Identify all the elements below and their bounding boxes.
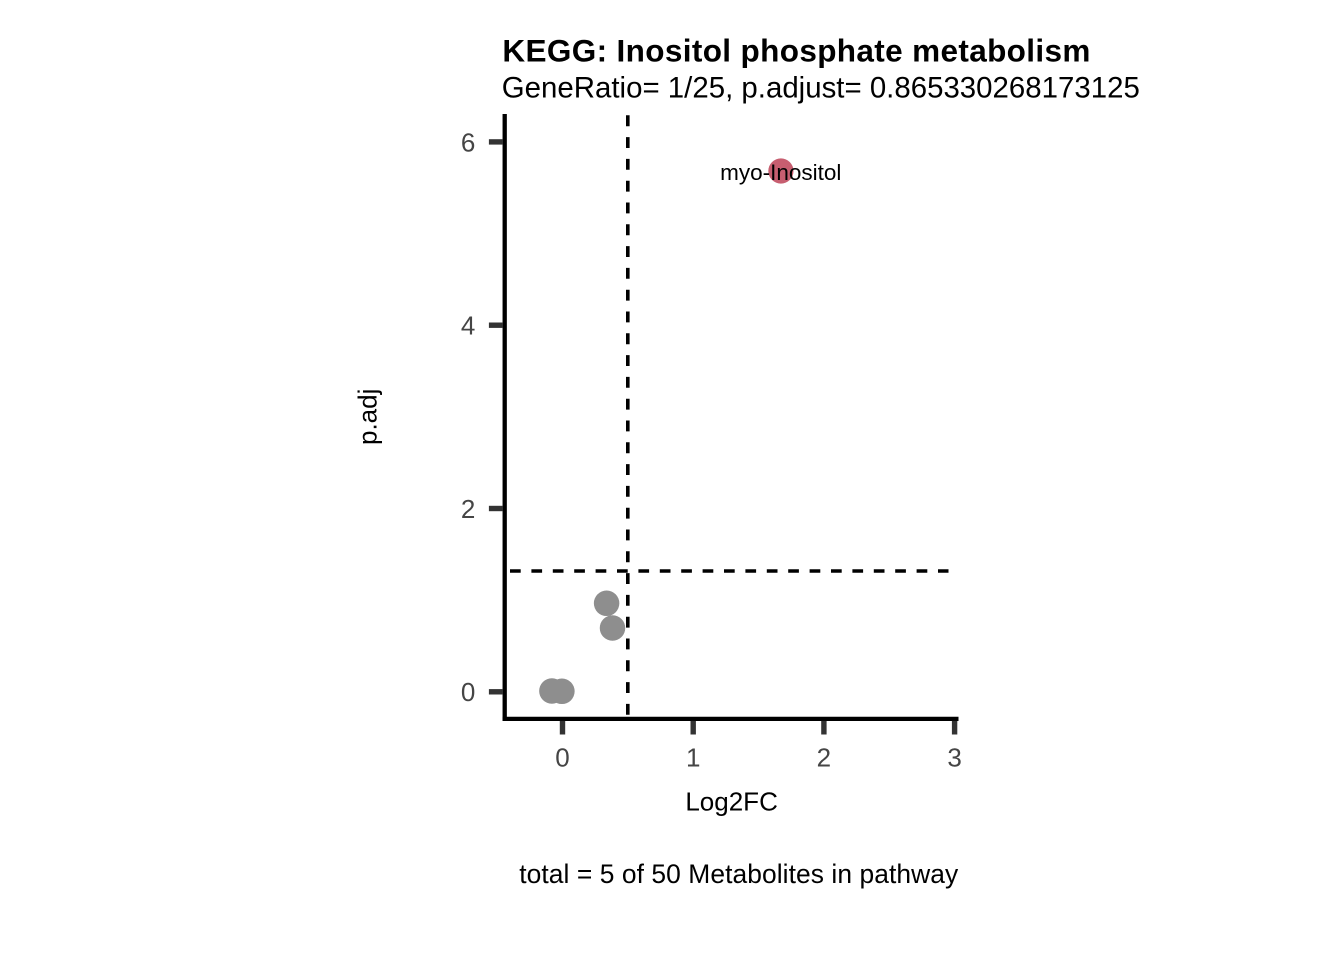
svg-text:KEGG: Inositol phosphate metab: KEGG: Inositol phosphate metabolism [502, 33, 1090, 69]
svg-text:myo-Inositol: myo-Inositol [720, 160, 841, 185]
svg-text:6: 6 [461, 127, 475, 157]
svg-text:1: 1 [686, 742, 700, 772]
svg-text:0: 0 [461, 677, 475, 707]
svg-text:0: 0 [555, 742, 569, 772]
svg-text:GeneRatio= 1/25, p.adjust= 0.8: GeneRatio= 1/25, p.adjust= 0.86533026817… [502, 71, 1140, 104]
svg-text:2: 2 [461, 494, 475, 524]
svg-text:2: 2 [817, 742, 831, 772]
svg-text:3: 3 [947, 742, 961, 772]
svg-text:total = 5 of 50 Metabolites in: total = 5 of 50 Metabolites in pathway [519, 859, 959, 889]
svg-text:p.adj: p.adj [353, 389, 383, 445]
svg-text:Log2FC: Log2FC [685, 787, 778, 817]
svg-text:4: 4 [461, 311, 475, 341]
